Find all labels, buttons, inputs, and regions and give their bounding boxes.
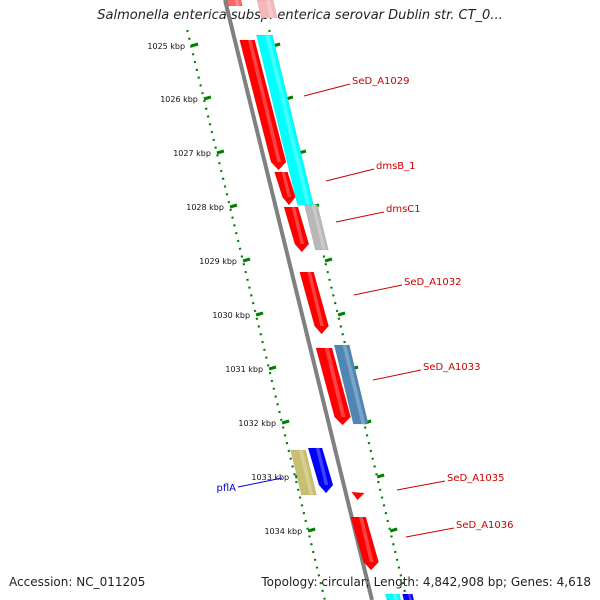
leader-SeD_A1029 <box>303 83 351 97</box>
gene-top-faded-shine <box>234 0 240 6</box>
gene-SeD_A1035-cds <box>351 492 365 500</box>
ruler-tick-label: 1031 kbp <box>225 365 263 374</box>
gene-dmsC1-cds <box>283 206 310 253</box>
gene-dmsB_1-cds <box>274 171 296 206</box>
gene-SeD_A1032-cds <box>299 271 329 335</box>
gene-dmsB_1-cds-shine <box>281 172 291 197</box>
leader-dmsC1 <box>335 211 385 223</box>
ruler-tick-label: 1033 kbp <box>251 473 289 482</box>
ruler-tick-right <box>389 527 398 533</box>
accession-footer: Accession: NC_011205 <box>9 575 145 589</box>
gene-bottom-blue <box>401 593 415 600</box>
topology-footer: Topology: circular; Length: 4,842,908 bp… <box>261 575 591 589</box>
leader-pflA <box>237 477 283 488</box>
gene-top-faded-pink <box>256 0 278 19</box>
ruler-tick-left <box>281 419 290 425</box>
ruler-tick-left <box>307 527 316 533</box>
ruler-left-dots <box>186 29 326 600</box>
ruler-tick-left <box>190 42 199 48</box>
gene-labels: SeD_A1029 dmsB_1 dmsC1 SeD_A1032 SeD_A1033pf… <box>217 76 514 538</box>
gene-SeD_A1029-cds <box>239 39 287 171</box>
accession-value: NC_011205 <box>76 575 146 589</box>
accession-label: Accession: <box>9 575 73 589</box>
track-gray <box>304 204 329 251</box>
gene-SeD_A1036-cds-shine <box>359 517 374 562</box>
leader-dmsB_1 <box>325 168 375 182</box>
ruler-tick-left <box>229 203 238 209</box>
feature-tracks <box>226 0 415 600</box>
gene-SeD_A1033-cds-shine <box>324 348 346 417</box>
ruler-tick-left <box>255 311 264 317</box>
ruler-tick-left <box>216 149 225 155</box>
backbone <box>223 0 374 600</box>
leader-SeD_A1033 <box>372 369 422 381</box>
leader-SeD_A1036 <box>405 527 455 538</box>
track-cyan-bottom-shine <box>393 594 399 600</box>
gene-bottom-blue-shine <box>407 594 412 600</box>
ruler-tick-right <box>337 311 346 317</box>
track-olive <box>290 449 317 496</box>
leader-SeD_A1032 <box>353 284 403 296</box>
gene-SeD_A1032-cds-shine <box>307 272 324 326</box>
label-SeD_A1032[interactable]: SeD_A1032 <box>404 277 462 288</box>
ruler-tick-right <box>324 257 333 263</box>
ruler-tick-label: 1034 kbp <box>264 527 302 536</box>
genome-title: Salmonella enterica subsp. enterica sero… <box>97 8 503 23</box>
ruler-tick-label: 1032 kbp <box>238 419 276 428</box>
gene-pflA-cds-shine <box>315 448 329 485</box>
gene-SeD_A1033-cds <box>315 347 351 426</box>
ruler-tick-label: 1027 kbp <box>173 149 211 158</box>
label-pflA[interactable]: pflA <box>217 483 237 494</box>
gene-dmsC1-cds-shine <box>291 207 305 244</box>
gene-top-faded <box>226 0 243 7</box>
label-dmsC1[interactable]: dmsC1 <box>386 204 421 215</box>
label-SeD_A1029[interactable]: SeD_A1029 <box>352 76 410 87</box>
track-cyan-shine <box>265 35 311 205</box>
gene-pflA-cds <box>307 447 334 494</box>
ruler-tick-right <box>376 473 385 479</box>
track-steelblue <box>333 344 369 425</box>
track-olive-shine <box>298 450 314 495</box>
label-SeD_A1035[interactable]: SeD_A1035 <box>447 473 505 484</box>
leader-SeD_A1035 <box>396 480 446 491</box>
label-SeD_A1033[interactable]: SeD_A1033 <box>423 362 481 373</box>
ruler-tick-left <box>242 257 251 263</box>
gene-SeD_A1036-cds <box>350 516 379 571</box>
label-SeD_A1036[interactable]: SeD_A1036 <box>456 520 514 531</box>
ruler-tick-left <box>268 365 277 371</box>
ruler-tick-label: 1028 kbp <box>186 203 224 212</box>
ruler-tick-left <box>203 95 212 101</box>
ruler-tick-label: 1026 kbp <box>160 95 198 104</box>
ruler-tick-label: 1030 kbp <box>212 311 250 320</box>
gene-SeD_A1029-cds-shine <box>247 40 282 162</box>
ruler-tick-label: 1025 kbp <box>147 42 185 51</box>
gene-top-faded-pink-shine <box>265 0 275 18</box>
track-cyan-bottom <box>384 593 402 600</box>
track-steelblue-shine <box>342 345 366 424</box>
backbone-line <box>223 0 374 600</box>
label-dmsB_1[interactable]: dmsB_1 <box>376 161 416 172</box>
track-gray-shine <box>311 205 326 250</box>
ruler-tick-label: 1029 kbp <box>199 257 237 266</box>
